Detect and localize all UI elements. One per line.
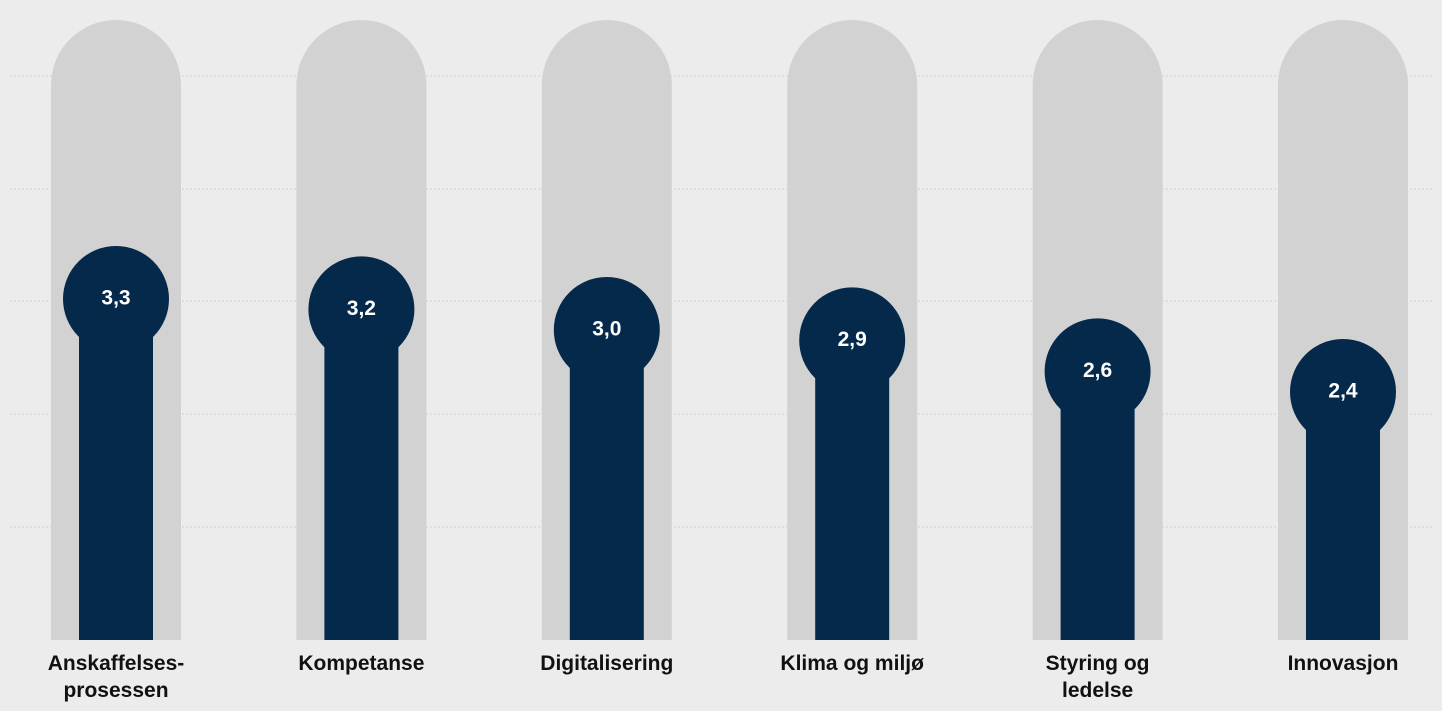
- x-tick-label: Anskaffelses-prosessen: [47, 652, 185, 702]
- value-label: 2,6: [1083, 359, 1112, 382]
- bubble: [1290, 339, 1396, 445]
- x-tick-label: Styring og ledelse: [1045, 652, 1150, 702]
- bubble: [308, 256, 415, 363]
- value-label: 3,0: [592, 318, 621, 341]
- bar: [79, 299, 153, 640]
- bar: [324, 309, 399, 640]
- x-tick-label: Klima og miljø: [780, 652, 924, 675]
- bubble: [553, 277, 660, 383]
- bubble: [799, 287, 906, 394]
- x-tick-label: Digitalisering: [540, 652, 674, 675]
- value-label: 2,4: [1328, 380, 1358, 403]
- value-label: 2,9: [838, 328, 867, 351]
- x-tick-label: Innovasjon: [1287, 652, 1399, 675]
- bubble: [1044, 318, 1151, 425]
- x-tick-label: Kompetanse: [298, 652, 425, 675]
- bubble: [63, 246, 169, 352]
- value-label: 3,2: [347, 297, 376, 320]
- value-label: 3,3: [101, 287, 130, 310]
